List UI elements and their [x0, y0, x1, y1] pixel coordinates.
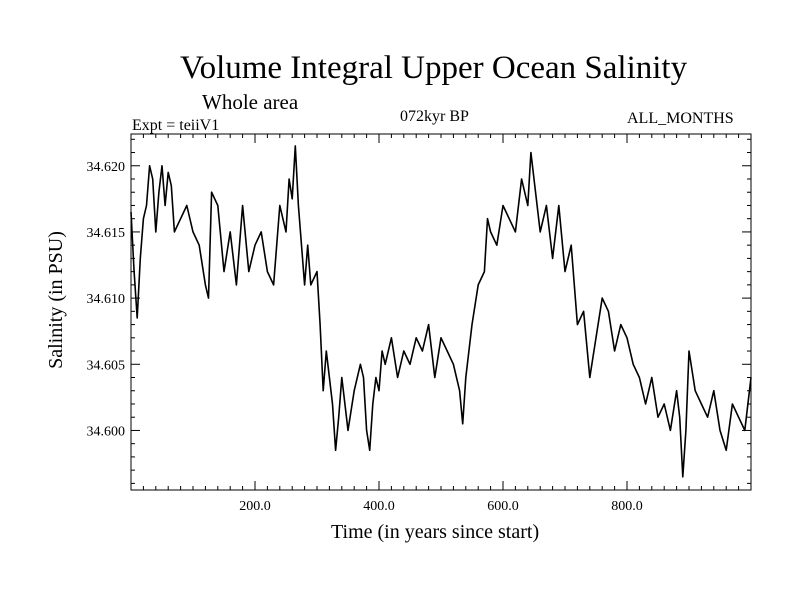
y-tick-label: 34.615 — [87, 226, 126, 241]
x-tick-label: 400.0 — [363, 499, 395, 514]
chart-title: Volume Integral Upper Ocean Salinity — [180, 50, 688, 86]
x-tick-label: 200.0 — [239, 499, 271, 514]
y-tick-label: 34.605 — [87, 358, 126, 373]
chart-subtitle: Whole area — [202, 90, 299, 114]
x-tick-label: 600.0 — [487, 499, 519, 514]
y-tick-label: 34.620 — [87, 160, 126, 175]
x-axis-label: Time (in years since start) — [331, 521, 540, 543]
x-tick-label: 800.0 — [611, 499, 643, 514]
y-tick-label: 34.610 — [87, 292, 126, 307]
axis-tick-labels: 200.0 400.0 600.0 800.0 34.600 34.605 34.610 34… — [87, 160, 643, 514]
axis-ticks — [131, 134, 751, 490]
period-label: 072kyr BP — [400, 108, 469, 125]
plot-frame — [130, 133, 752, 491]
y-tick-label: 34.600 — [87, 424, 126, 439]
experiment-label: Expt = teiiV1 — [132, 117, 220, 134]
salinity-series-line — [130, 145, 752, 478]
months-label: ALL_MONTHS — [627, 110, 734, 127]
